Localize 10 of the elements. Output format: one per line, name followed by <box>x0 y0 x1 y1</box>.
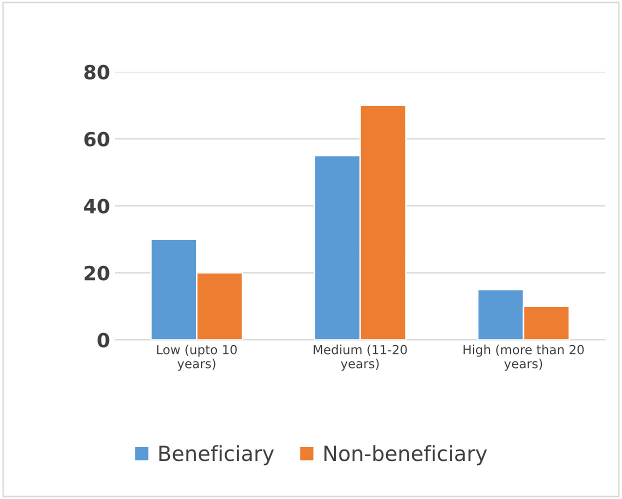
x-tick-label: High (more than 20 years) <box>464 344 584 371</box>
legend-label: Beneficiary <box>159 445 274 466</box>
legend-label: Non-beneficiary <box>324 445 487 466</box>
x-tick-label: Low (upto 10 years) <box>157 344 237 371</box>
y-tick-label: 80 <box>84 64 110 80</box>
y-tick-label: 40 <box>84 198 110 214</box>
y-tick-label: 60 <box>84 132 110 147</box>
y-tick-label: 20 <box>84 266 110 280</box>
y-tick-label: 0 <box>98 332 110 348</box>
x-tick-label: Medium (11-20 years) <box>314 344 407 371</box>
